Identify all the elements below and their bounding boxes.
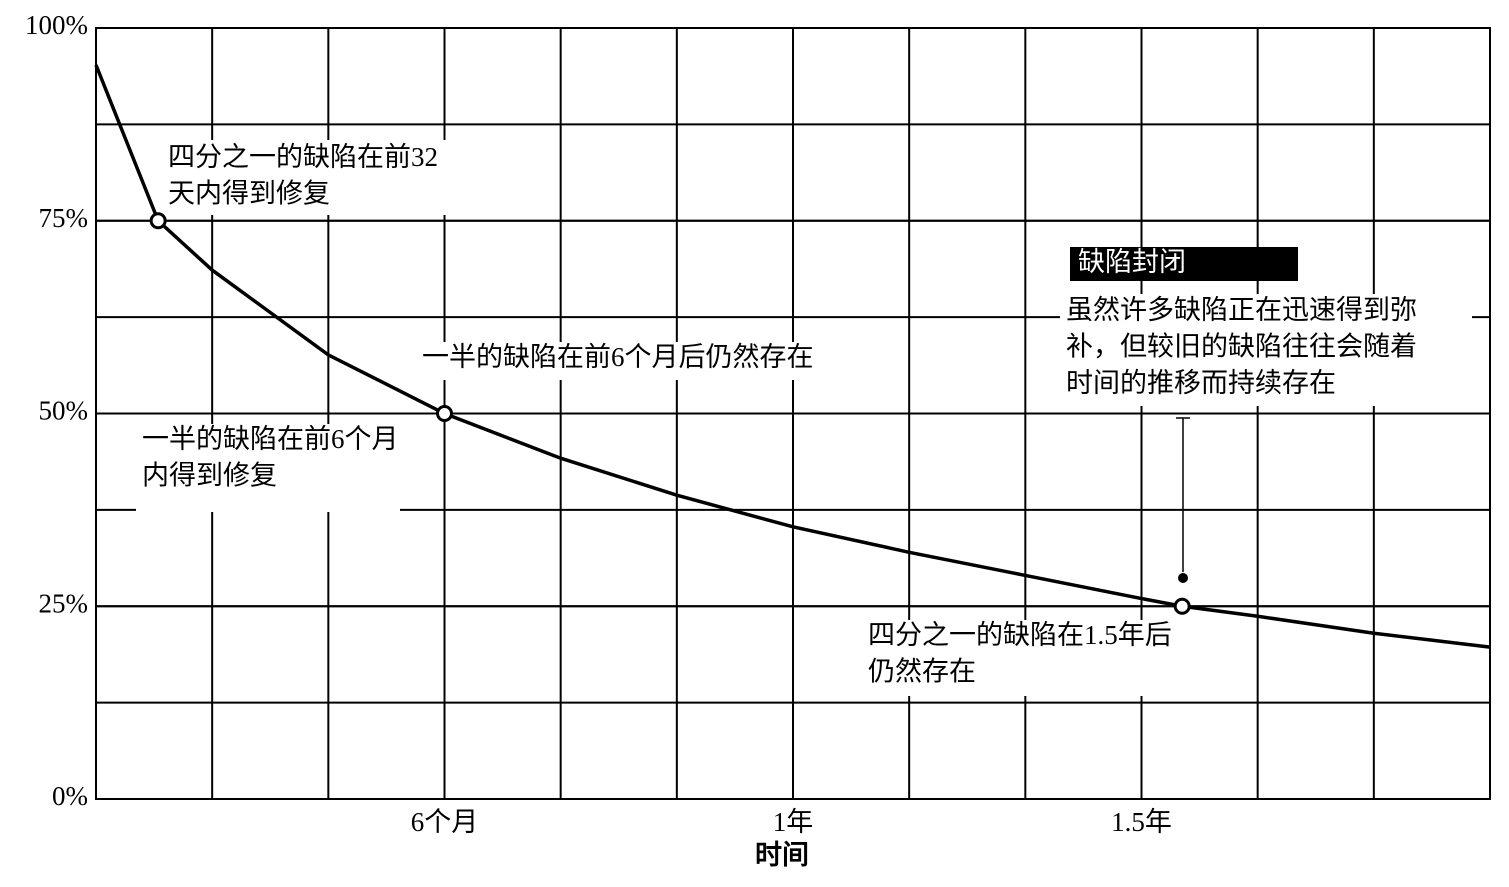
annotation-text: 四分之一的缺陷在1.5年后 [868,620,1172,650]
annotation-text: 时间的推移而持续存在 [1066,368,1336,398]
x-tick-label: 1.5年 [1111,807,1172,837]
y-tick-label: 0% [52,781,88,811]
annotation-background [136,424,400,512]
annotation-background [1060,294,1472,406]
pointer-dot [1178,573,1188,583]
annotation-text: 一半的缺陷在前6个月 [142,424,399,454]
x-tick-label: 1年 [773,807,814,837]
annotation-text: 仍然存在 [868,657,976,687]
y-tick-label: 25% [39,588,89,618]
annotation-text: 四分之一的缺陷在前32 [168,142,438,172]
annotation-title: 缺陷封闭 [1078,247,1186,277]
annotation-background [162,140,482,215]
x-tick-label: 6个月 [411,807,479,837]
line [94,64,1491,649]
annotation-title-box [1070,247,1298,281]
annotation-text: 天内得到修复 [168,179,330,209]
y-tick-label: 100% [25,10,88,40]
y-tick-label: 75% [39,203,89,233]
x-axis-title: 时间 [755,840,809,870]
annotation-background [418,342,876,380]
annotation-text: 内得到修复 [142,461,277,491]
annotation-text: 补，但较旧的缺陷往往会随着 [1066,332,1417,362]
y-tick-label: 50% [39,396,89,426]
annotation-text: 一半的缺陷在前6个月后仍然存在 [422,342,814,372]
annotation-text: 虽然许多缺陷正在迅速得到弥 [1066,295,1417,325]
marker [149,212,167,230]
plot-frame [95,27,1491,800]
annotation-background [862,620,1222,696]
marker [436,405,453,422]
marker [1173,597,1191,615]
